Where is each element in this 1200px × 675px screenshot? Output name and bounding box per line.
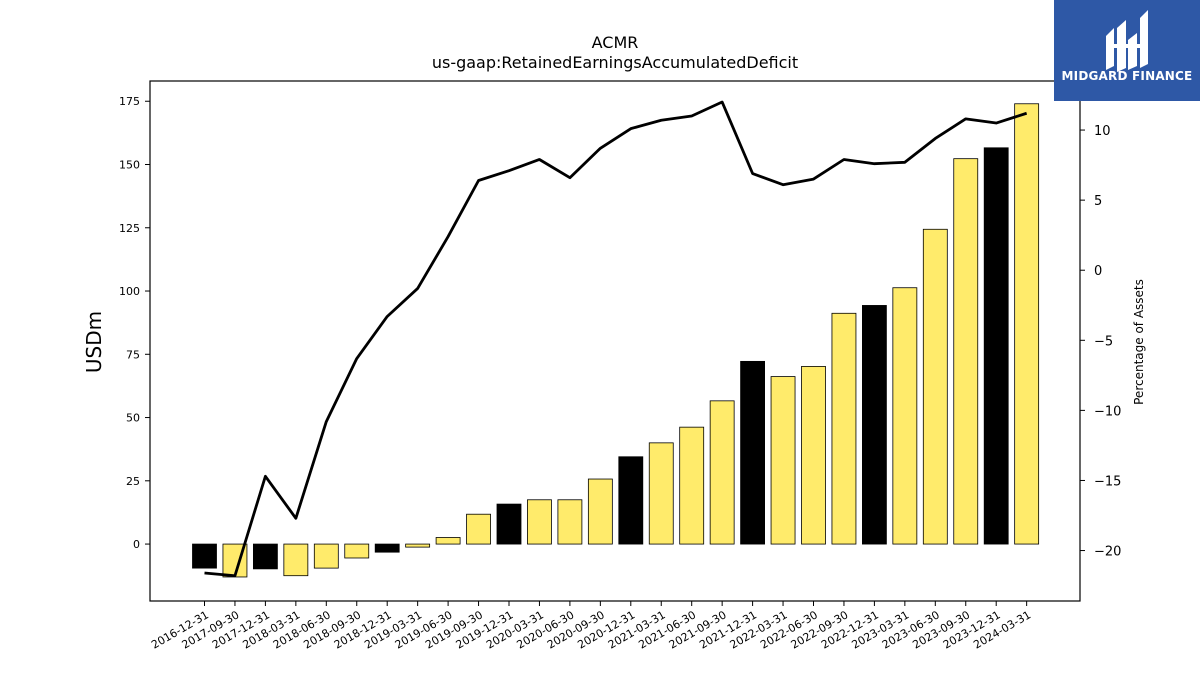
y2-tick-label: 0 [1094,264,1102,279]
y-tick-label: 100 [119,285,140,298]
bar [587,478,613,545]
y2-tick-label: −5 [1094,334,1113,349]
bar [374,543,400,553]
brand-logo: MIDGARD FINANCE [1054,0,1200,101]
bar [740,360,765,545]
y-tick-label: 150 [119,159,140,172]
y2-axis-label: Percentage of Assets [1132,279,1146,405]
bar [557,499,583,545]
percent-of-assets-line [204,100,1028,578]
bar [892,287,918,545]
y2-tick-label: −10 [1094,404,1121,419]
line-series [204,100,1028,578]
y-tick-label: 0 [133,538,140,551]
bar [252,543,278,570]
bar [770,376,796,545]
bar [862,305,887,545]
brand-name: MIDGARD FINANCE [1061,69,1193,83]
chart-title: ACMR [592,33,639,52]
bar [313,543,339,569]
bar [344,543,370,559]
y-axis-label: USDm [82,311,106,373]
y-tick-label: 75 [126,348,140,361]
bar [922,228,948,545]
y-tick-label: 25 [126,475,140,488]
chart-subtitle: us-gaap:RetainedEarningsAccumulatedDefic… [432,53,798,72]
bar [283,543,309,577]
bar [405,543,431,548]
bar [618,456,644,545]
midgard-logo-icon [1106,10,1148,72]
bar [679,426,705,545]
bar [192,543,217,569]
bar [496,503,522,545]
bar [435,537,461,545]
y2-tick-label: −15 [1094,474,1121,489]
y2-tick-label: 5 [1094,194,1102,209]
y-tick-label: 50 [126,412,140,425]
bar [953,158,979,545]
y2-tick-label: −20 [1094,545,1121,560]
bar [983,147,1009,545]
bar-series [192,103,1040,578]
plot-frame [149,80,1081,602]
bar [648,442,674,545]
bar [1014,103,1040,545]
bar [801,366,826,545]
y-tick-label: 125 [119,222,140,235]
y-tick-label: 175 [119,95,140,108]
bar [709,400,735,545]
bar [527,499,552,545]
y2-tick-label: 10 [1094,124,1111,139]
bar [831,312,857,545]
bar [466,513,491,545]
